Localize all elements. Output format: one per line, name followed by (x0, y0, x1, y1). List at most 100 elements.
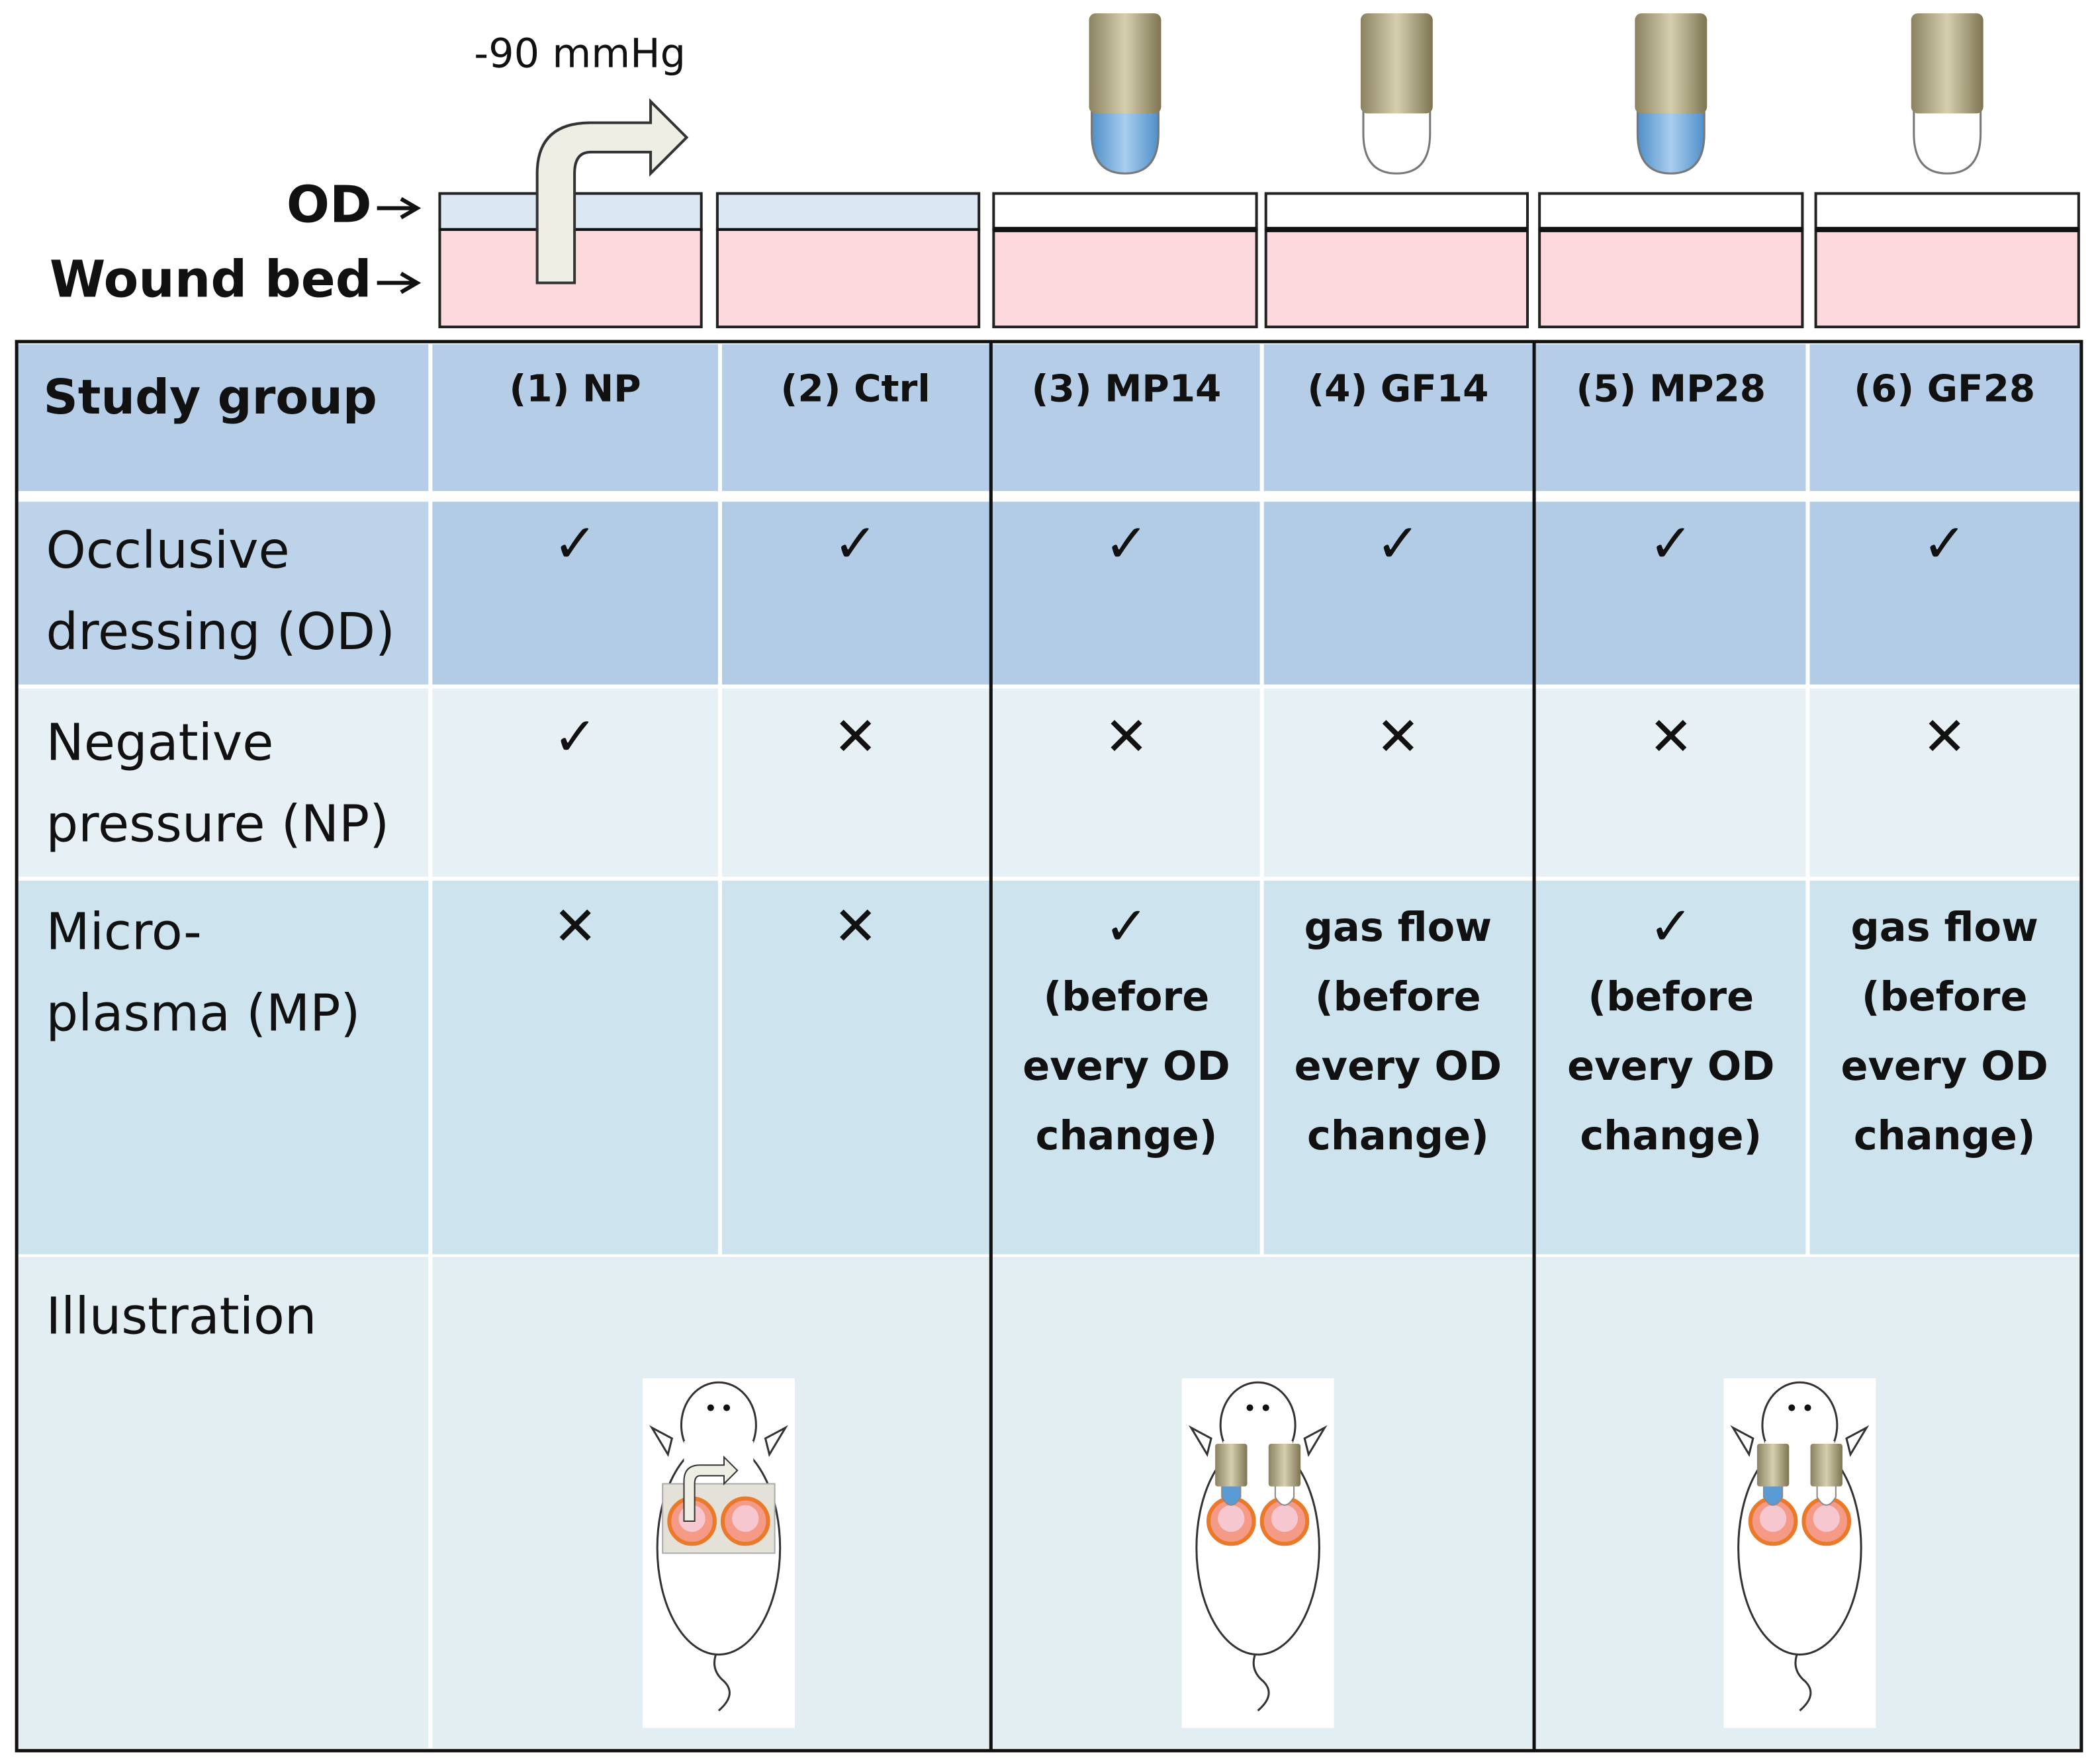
cell-mark: ✕ (553, 896, 598, 958)
mini-tip (1816, 1480, 1837, 1506)
row-label: plasma (MP) (46, 985, 361, 1043)
cell (1534, 688, 1808, 877)
cell (719, 688, 991, 877)
mouse-eye (723, 1404, 731, 1411)
suction-arrow (535, 98, 689, 285)
cell (1261, 880, 1535, 1255)
cell (991, 688, 1262, 877)
wound-bed (1264, 228, 1529, 329)
row-label: Micro- (46, 903, 202, 962)
table (15, 339, 2083, 1753)
dressing-layer (992, 192, 1258, 231)
row-label: Occlusive (46, 521, 290, 580)
cell-mark: ✓ (833, 513, 878, 575)
wound-core (732, 1505, 759, 1532)
dressing-layer (1264, 192, 1529, 231)
applicator (1911, 13, 1983, 114)
cell-mark: ✓ (1104, 896, 1149, 958)
cell-note: (before (1588, 974, 1754, 1020)
header-label: Study group (43, 370, 377, 425)
cell-note: change) (1036, 1113, 1218, 1159)
tip (1636, 105, 1706, 175)
cell-mark: ✓ (1104, 513, 1149, 575)
dressing-layer (715, 192, 981, 231)
mini-tip (1762, 1480, 1784, 1506)
mouse-eye (707, 1404, 714, 1411)
mini-applicator (1756, 1444, 1790, 1487)
cell-note: every OD (1023, 1043, 1230, 1090)
mouse-eye (1804, 1404, 1811, 1411)
mouse-eye (1788, 1404, 1796, 1411)
table-text: Study group (1) NP (2) Ctrl (3) MP14 (4) GF1… (43, 368, 2048, 1346)
table-border (15, 339, 2083, 1753)
cell-mark: ✓ (1649, 896, 1694, 958)
cell-mark: ✕ (833, 706, 878, 768)
cell-mark: ✕ (1104, 706, 1149, 768)
cell (1807, 880, 2081, 1255)
cell-note: change) (1307, 1113, 1489, 1159)
row-label: Negative (46, 713, 274, 772)
dressing-layer (1538, 192, 1804, 231)
group-name: (6) GF28 (1854, 368, 2035, 411)
row-label: Illustration (46, 1287, 317, 1346)
mouse-eye (1262, 1404, 1269, 1411)
mouse-tail (1252, 1647, 1270, 1712)
cell (430, 502, 720, 685)
cell-note: change) (1854, 1113, 2036, 1159)
cell (17, 880, 431, 1255)
tip (1913, 105, 1982, 175)
mini-applicator (1215, 1444, 1248, 1487)
wound-core (1759, 1505, 1787, 1532)
group-name: (3) MP14 (1032, 368, 1222, 411)
cell-note: every OD (1295, 1043, 1502, 1090)
wound-bed (715, 228, 981, 329)
mouse-ears (1188, 1425, 1328, 1458)
group-name: (5) MP28 (1576, 368, 1766, 411)
group-name: (4) GF14 (1307, 368, 1488, 411)
wound-core (1813, 1505, 1840, 1532)
layer-label: Wound bed (50, 251, 372, 310)
row-label: dressing (OD) (46, 603, 395, 662)
cell-note: (before (1315, 974, 1481, 1020)
mini-arrow (683, 1455, 739, 1522)
cell (1807, 688, 2081, 877)
wound-bed (992, 228, 1258, 329)
cell-mark: ✓ (1376, 513, 1421, 575)
mouse-ears (1730, 1425, 1870, 1458)
cell-note: gas flow (1850, 904, 2038, 951)
layer-diagram (438, 13, 2080, 329)
cell (991, 880, 1262, 1255)
mini-applicator (1810, 1444, 1843, 1487)
wound-core (1218, 1505, 1245, 1532)
cell-note: change) (1580, 1113, 1762, 1159)
cell (1261, 344, 1535, 492)
cell-mark: ✓ (1922, 513, 1967, 575)
wound-bed (1814, 228, 2080, 329)
cell (17, 688, 431, 877)
mouse-ears (649, 1425, 788, 1458)
cell-note: (before (1862, 974, 2028, 1020)
cell-mark: ✕ (1922, 706, 1967, 768)
cell (719, 344, 991, 492)
cell (1807, 344, 2081, 492)
cell (1534, 502, 1808, 685)
mini-applicator (1268, 1444, 1301, 1487)
layer-arrows (377, 197, 422, 294)
cell-mark: ✕ (1649, 706, 1694, 768)
cell-mark: ✓ (553, 513, 598, 575)
cell (17, 1257, 431, 1748)
applicator (1360, 13, 1433, 114)
cell (430, 344, 720, 492)
group-name: (2) Ctrl (781, 368, 931, 411)
layer-label: OD (287, 176, 372, 235)
pressure-label: -90 mmHg (474, 30, 686, 77)
mouse-tail (713, 1647, 731, 1712)
applicator (1635, 13, 1707, 114)
cell (430, 688, 720, 877)
applicator (1089, 13, 1161, 114)
cell-mark: ✕ (1376, 706, 1421, 768)
dressing-layer (1814, 192, 2080, 231)
wound-core (1271, 1505, 1298, 1532)
cell-note: every OD (1567, 1043, 1774, 1090)
